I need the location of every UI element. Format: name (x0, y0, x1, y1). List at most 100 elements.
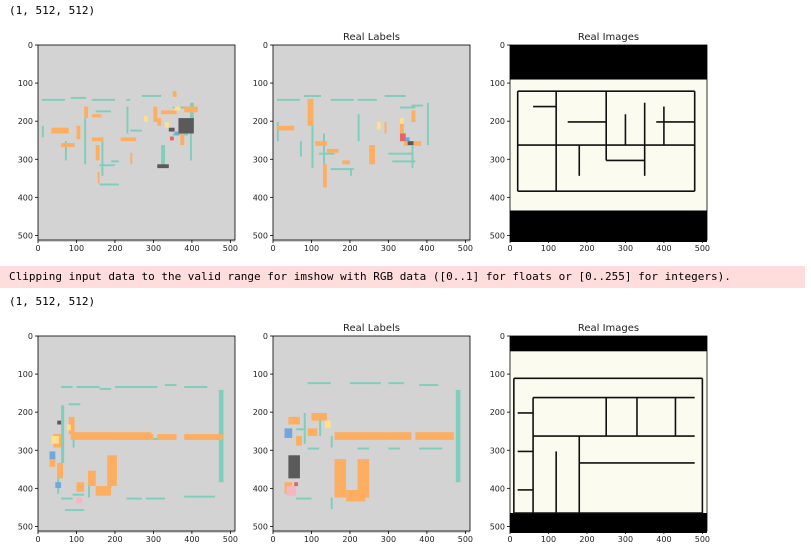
letterbox-top (510, 336, 707, 352)
y-tick-label: 0 (263, 332, 268, 341)
y-tick-label: 500 (18, 522, 33, 531)
segment-wall (330, 168, 354, 171)
segment-door (51, 436, 60, 444)
segment-wall (130, 129, 142, 132)
segment-wall (61, 497, 73, 500)
segment-wall (184, 386, 208, 388)
panel-title: Real Images (578, 32, 639, 43)
segment-wall (349, 382, 381, 385)
y-tick-label: 100 (490, 79, 505, 88)
panel-background (273, 45, 470, 242)
y-tick-label: 0 (28, 332, 33, 341)
segment-door (324, 420, 331, 429)
segment-room_dark (168, 127, 175, 132)
segment-wall (276, 121, 279, 142)
segment-room_red (399, 133, 406, 142)
segment-wall (319, 412, 322, 437)
x-tick-label: 500 (695, 244, 710, 253)
x-tick-label: 100 (541, 244, 556, 253)
x-tick-label: 500 (458, 244, 473, 253)
segment-door (174, 106, 181, 111)
segment-door (66, 424, 71, 431)
segment-window (161, 110, 177, 115)
y-tick-label: 500 (18, 231, 33, 240)
x-tick-label: 100 (541, 535, 556, 544)
y-tick-label: 400 (490, 193, 505, 202)
x-tick-label: 100 (69, 244, 84, 253)
x-tick-label: 0 (270, 244, 275, 253)
y-tick-label: 200 (490, 117, 505, 126)
segment-wall (101, 141, 104, 176)
segment-wall (357, 114, 360, 142)
segment-window (130, 152, 133, 165)
segment-wall (184, 495, 215, 498)
letterbox-top (510, 45, 707, 80)
segment-wall (88, 482, 90, 498)
segment-wall (70, 96, 87, 99)
segment-window (388, 432, 412, 440)
x-tick-label: 400 (656, 535, 671, 544)
segment-window (296, 436, 302, 446)
segment-wall (399, 106, 416, 109)
segment-door (399, 118, 404, 124)
segment-wall (164, 384, 177, 387)
segment-window (68, 416, 75, 435)
y-tick-label: 300 (253, 446, 268, 455)
segment-room_blue (405, 137, 410, 142)
segment-wall (76, 386, 100, 388)
segment-wall (388, 152, 412, 155)
x-tick-label: 0 (507, 244, 512, 253)
segment-room_dark (157, 164, 169, 169)
segment-window (315, 141, 327, 146)
segment-wall (388, 382, 404, 385)
segment-wall (357, 98, 377, 101)
segment-window (157, 434, 177, 440)
panel-title: Real Labels (343, 32, 400, 43)
segment-window (184, 434, 223, 440)
x-tick-label: 500 (695, 535, 710, 544)
x-tick-label: 100 (304, 244, 319, 253)
segment-wall (307, 382, 331, 385)
y-tick-label: 200 (490, 408, 505, 417)
segment-window (91, 114, 102, 118)
segment-window (84, 106, 89, 119)
output-shape-1: (1, 512, 512) (9, 4, 96, 17)
segment-window (326, 148, 339, 153)
x-tick-label: 500 (223, 244, 238, 253)
segment-window (288, 416, 300, 425)
segment-window (415, 432, 454, 440)
y-tick-label: 100 (253, 370, 268, 379)
segment-wall (99, 387, 112, 390)
y-tick-label: 100 (490, 370, 505, 379)
y-tick-label: 300 (18, 446, 33, 455)
segment-room_dark (288, 455, 300, 479)
segment-window (357, 459, 370, 498)
y-tick-label: 100 (253, 79, 268, 88)
segment-wall (392, 160, 416, 163)
segment-wall (145, 497, 165, 500)
segment-wall (41, 98, 65, 101)
x-tick-label: 200 (342, 535, 357, 544)
axes-frame (272, 335, 471, 532)
y-tick-label: 0 (500, 41, 505, 50)
segment-wall (330, 497, 333, 510)
x-tick-label: 400 (419, 535, 434, 544)
segment-room_pink (76, 497, 83, 504)
segment-wall (64, 509, 85, 512)
segment-wall (311, 121, 314, 169)
y-tick-label: 0 (500, 332, 505, 341)
segment-door (376, 121, 381, 130)
segment-wall (126, 106, 129, 134)
y-tick-label: 400 (253, 484, 268, 493)
axes-frame (37, 335, 236, 532)
segment-wall (323, 133, 325, 165)
segment-window (49, 455, 56, 467)
segment-wall (126, 497, 142, 500)
y-tick-label: 400 (490, 484, 505, 493)
panel-title: Real Images (578, 323, 639, 334)
segment-window (76, 125, 81, 140)
segment-room_pink (286, 486, 297, 496)
segment-room_red (294, 482, 299, 487)
